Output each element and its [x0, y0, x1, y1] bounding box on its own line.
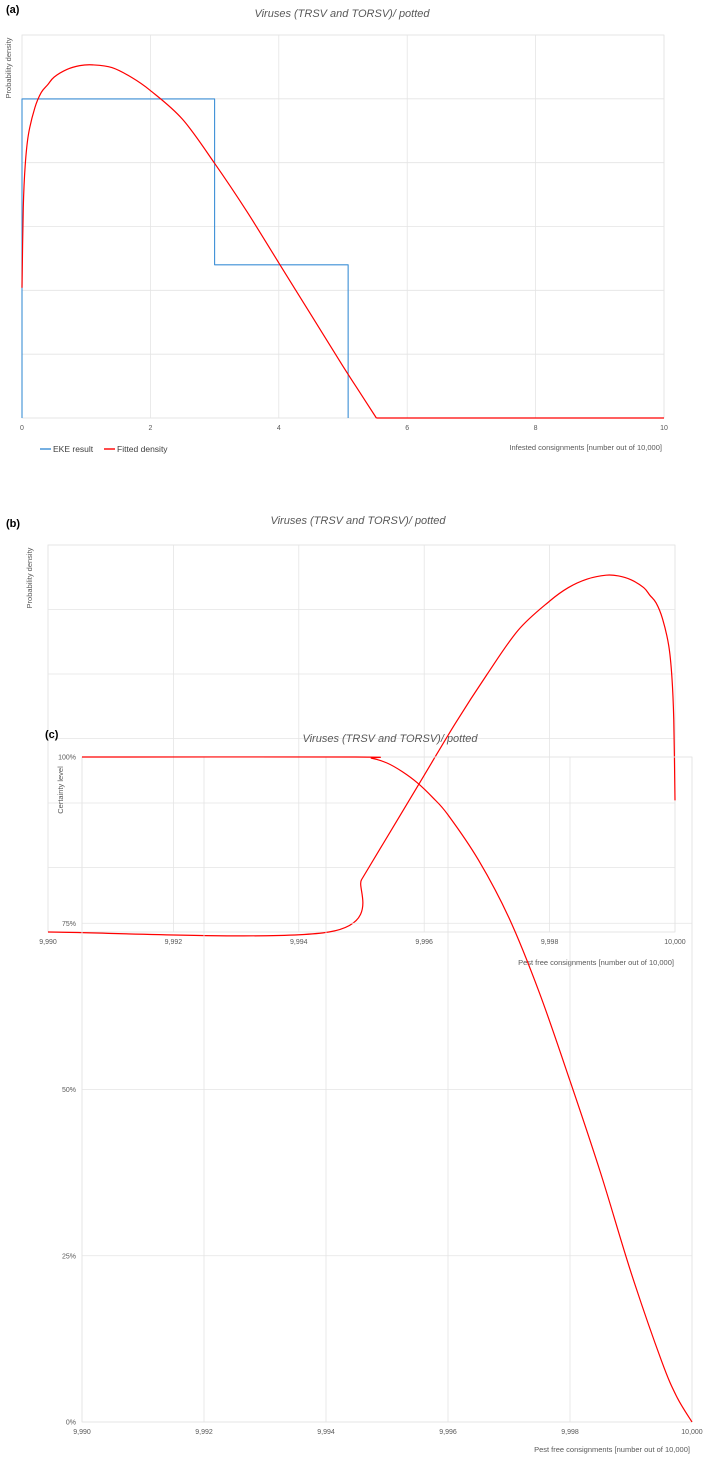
x-axis-label: Infested consignments [number out of 10,…	[509, 443, 662, 452]
x-tick-label: 9,996	[439, 1429, 457, 1436]
chart-title: Viruses (TRSV and TORSV)/ potted	[302, 733, 478, 745]
series-line-eke-result	[21, 98, 349, 418]
x-tick-label: 9,992	[165, 939, 183, 946]
x-tick-label: 4	[277, 425, 281, 432]
x-tick-label: 10,000	[664, 939, 686, 946]
plot-frame	[81, 756, 693, 1423]
y-tick-label: 25%	[62, 1253, 76, 1260]
y-tick-label: 100%	[58, 755, 76, 762]
x-tick-label: 9,990	[73, 1429, 91, 1436]
legend-label-eke-result: EKE result	[53, 444, 94, 454]
panel-label: (c)	[45, 729, 59, 741]
plot-frame	[47, 544, 676, 933]
x-tick-label: 8	[534, 425, 538, 432]
x-tick-label: 9,996	[415, 939, 433, 946]
y-tick-label: 0%	[66, 1420, 76, 1427]
x-tick-label: 0	[20, 425, 24, 432]
panel-label: (b)	[6, 518, 20, 530]
x-tick-label: 9,994	[290, 939, 308, 946]
y-tick-label: 50%	[62, 1087, 76, 1094]
x-tick-label: 9,998	[541, 939, 559, 946]
legend-label-fitted-density: Fitted density	[117, 444, 168, 454]
x-tick-label: 9,998	[561, 1429, 579, 1436]
x-tick-label: 2	[148, 425, 152, 432]
x-axis-label: Pest free consignments [number out of 10…	[534, 1445, 690, 1454]
y-axis-label: Probability density	[4, 37, 13, 98]
series-line-fitted-density	[21, 64, 664, 419]
x-axis-label: Pest free consignments [number out of 10…	[518, 958, 674, 967]
chart-panel-1: (b) Viruses (TRSV and TORSV)/ potted 9,990…	[6, 515, 686, 967]
chart-title: Viruses (TRSV and TORSV)/ potted	[270, 515, 446, 527]
x-tick-label: 9,992	[195, 1429, 213, 1436]
y-axis-label: Certainty level	[56, 766, 65, 814]
chart-title: Viruses (TRSV and TORSV)/ potted	[254, 8, 430, 20]
chart-panel-0: (a) Viruses (TRSV and TORSV)/ potted 0 2 4 6 8…	[4, 4, 668, 454]
series-line-certainty-level	[81, 756, 693, 1423]
x-tick-label: 6	[405, 425, 409, 432]
x-tick-label: 10	[660, 425, 668, 432]
chart-panel-2: (c) Viruses (TRSV and TORSV)/ potted 9,990…	[45, 729, 703, 1454]
x-tick-label: 9,990	[39, 939, 57, 946]
x-tick-label: 10,000	[681, 1429, 703, 1436]
series-line-fitted-density	[47, 574, 676, 937]
y-axis-label: Probability density	[25, 547, 34, 608]
x-tick-label: 9,994	[317, 1429, 335, 1436]
y-tick-label: 75%	[62, 921, 76, 928]
panel-label: (a)	[6, 4, 20, 16]
